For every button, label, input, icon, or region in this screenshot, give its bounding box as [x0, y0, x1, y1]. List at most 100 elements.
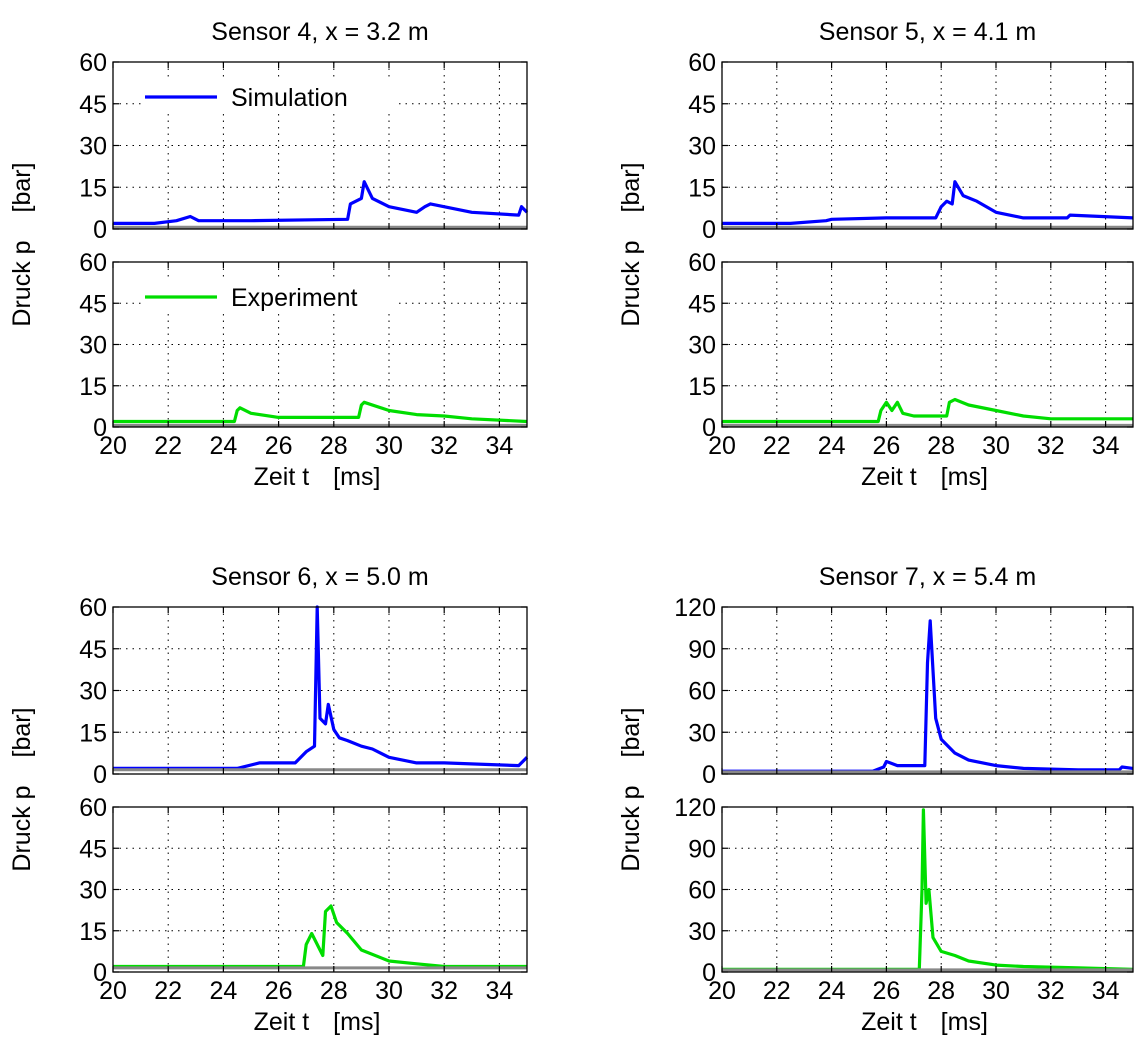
xtick-label: 20 — [708, 432, 736, 460]
ytick-label: 0 — [93, 414, 107, 442]
panel-simulation: 0 30 60 90 120 — [674, 594, 1134, 789]
experiment-line — [113, 400, 528, 424]
xtick-label: 22 — [154, 432, 182, 460]
xtick-label: 34 — [1092, 432, 1120, 460]
xtick-label: 22 — [763, 432, 791, 460]
x-axis-label: Zeit t [ms] — [254, 463, 381, 491]
xtick-label: 34 — [485, 977, 513, 1005]
xtick-label: 24 — [209, 977, 237, 1005]
xtick-label: 32 — [430, 977, 458, 1005]
ytick-label: 60 — [79, 249, 107, 277]
panel-simulation: 0 15 30 45 60 — [79, 594, 529, 789]
panel-experiment: 0 15 30 45 60 — [79, 794, 528, 987]
xtick-label: 32 — [1037, 432, 1065, 460]
ytick-label: 60 — [79, 794, 107, 822]
experiment-line — [722, 808, 1134, 971]
chart-sensor-7: Sensor 7, x = 5.4 m 0 30 60 90 120 0 30 60 90 120 2… — [617, 563, 1134, 1036]
ytick-label: 30 — [79, 877, 107, 905]
xtick-label: 26 — [265, 432, 293, 460]
ytick-label: 0 — [702, 959, 716, 987]
x-axis-label: Zeit t [ms] — [861, 463, 988, 491]
ytick-label: 120 — [674, 794, 716, 822]
x-axis-label-unit: [ms] — [333, 1008, 380, 1036]
legend-experiment-label: Experiment — [231, 284, 357, 312]
xtick-label: 26 — [872, 432, 900, 460]
y-axis-label: Druck p [bar] — [8, 162, 36, 326]
experiment-line — [722, 397, 1133, 424]
ytick-label: 60 — [688, 249, 716, 277]
ytick-label: 30 — [79, 133, 107, 161]
xtick-label: 30 — [982, 432, 1010, 460]
legend-simulation-label: Simulation — [231, 84, 348, 112]
ytick-label: 120 — [674, 594, 716, 622]
ytick-label: 0 — [702, 414, 716, 442]
x-axis-label-unit: [ms] — [941, 463, 988, 491]
panel-experiment: 0 15 30 45 60 Experiment — [79, 249, 528, 442]
y-axis-label: Druck p [bar] — [617, 162, 645, 326]
x-axis-label-unit: [ms] — [333, 463, 380, 491]
xtick-label: 24 — [818, 977, 846, 1005]
ytick-label: 90 — [688, 835, 716, 863]
ytick-label: 60 — [79, 594, 107, 622]
xtick-label: 26 — [872, 977, 900, 1005]
x-axis-label-main: Zeit t — [861, 1008, 917, 1036]
ytick-label: 15 — [79, 373, 107, 401]
xtick-label: 20 — [99, 977, 127, 1005]
panel-simulation: 0 15 30 45 60 — [688, 49, 1134, 244]
xtick-label: 24 — [818, 432, 846, 460]
ytick-label: 0 — [93, 216, 107, 244]
panel-simulation: 0 15 30 45 60 Simulation — [79, 49, 529, 244]
xtick-label: 28 — [927, 977, 955, 1005]
ytick-label: 90 — [688, 636, 716, 664]
ytick-label: 45 — [79, 636, 107, 664]
xtick-label: 26 — [265, 977, 293, 1005]
y-axis-label-main: Druck p — [8, 240, 36, 326]
ytick-label: 30 — [688, 332, 716, 360]
ytick-label: 60 — [79, 49, 107, 77]
ytick-label: 45 — [688, 91, 716, 119]
ytick-label: 45 — [688, 290, 716, 318]
xtick-label: 28 — [320, 977, 348, 1005]
xtick-label: 34 — [485, 432, 513, 460]
xtick-label: 22 — [154, 977, 182, 1005]
panel-experiment: 0 15 30 45 60 — [688, 249, 1134, 442]
xtick-label: 20 — [708, 977, 736, 1005]
ytick-label: 0 — [702, 216, 716, 244]
ytick-label: 30 — [688, 918, 716, 946]
experiment-line — [113, 904, 527, 969]
xtick-label: 24 — [209, 432, 237, 460]
ytick-label: 30 — [79, 332, 107, 360]
ytick-label: 0 — [93, 761, 107, 789]
plot-area — [722, 62, 1133, 229]
ytick-label: 30 — [79, 678, 107, 706]
chart-title: Sensor 4, x = 3.2 m — [211, 18, 428, 46]
xtick-label: 20 — [99, 432, 127, 460]
x-axis-label-unit: [ms] — [941, 1008, 988, 1036]
ytick-label: 45 — [79, 835, 107, 863]
ytick-label: 0 — [702, 761, 716, 789]
x-axis-label: Zeit t [ms] — [861, 1008, 988, 1036]
xtick-label: 28 — [320, 432, 348, 460]
ytick-label: 15 — [79, 918, 107, 946]
xtick-label: 30 — [375, 432, 403, 460]
chart-title: Sensor 6, x = 5.0 m — [211, 563, 428, 591]
panel-experiment: 0 30 60 90 120 — [674, 794, 1134, 987]
ytick-label: 45 — [79, 91, 107, 119]
y-axis-label-unit: [bar] — [8, 707, 36, 757]
xtick-label: 28 — [927, 432, 955, 460]
y-axis-label-unit: [bar] — [617, 707, 645, 757]
x-axis-label-main: Zeit t — [861, 463, 917, 491]
ytick-label: 30 — [688, 719, 716, 747]
xtick-label: 34 — [1092, 977, 1120, 1005]
ytick-label: 30 — [688, 133, 716, 161]
simulation-line — [722, 619, 1134, 773]
ytick-label: 60 — [688, 877, 716, 905]
ytick-label: 15 — [79, 719, 107, 747]
chart-sensor-5: Sensor 5, x = 4.1 m 0 15 30 45 60 0 15 30 45 60 20 2… — [617, 18, 1134, 491]
chart-title: Sensor 7, x = 5.4 m — [819, 563, 1036, 591]
chart-sensor-6: Sensor 6, x = 5.0 m 0 15 30 45 60 0 15 30 45 60 20 2… — [8, 563, 529, 1036]
ytick-label: 15 — [79, 174, 107, 202]
simulation-line — [113, 605, 529, 771]
y-axis-label-main: Druck p — [8, 785, 36, 871]
